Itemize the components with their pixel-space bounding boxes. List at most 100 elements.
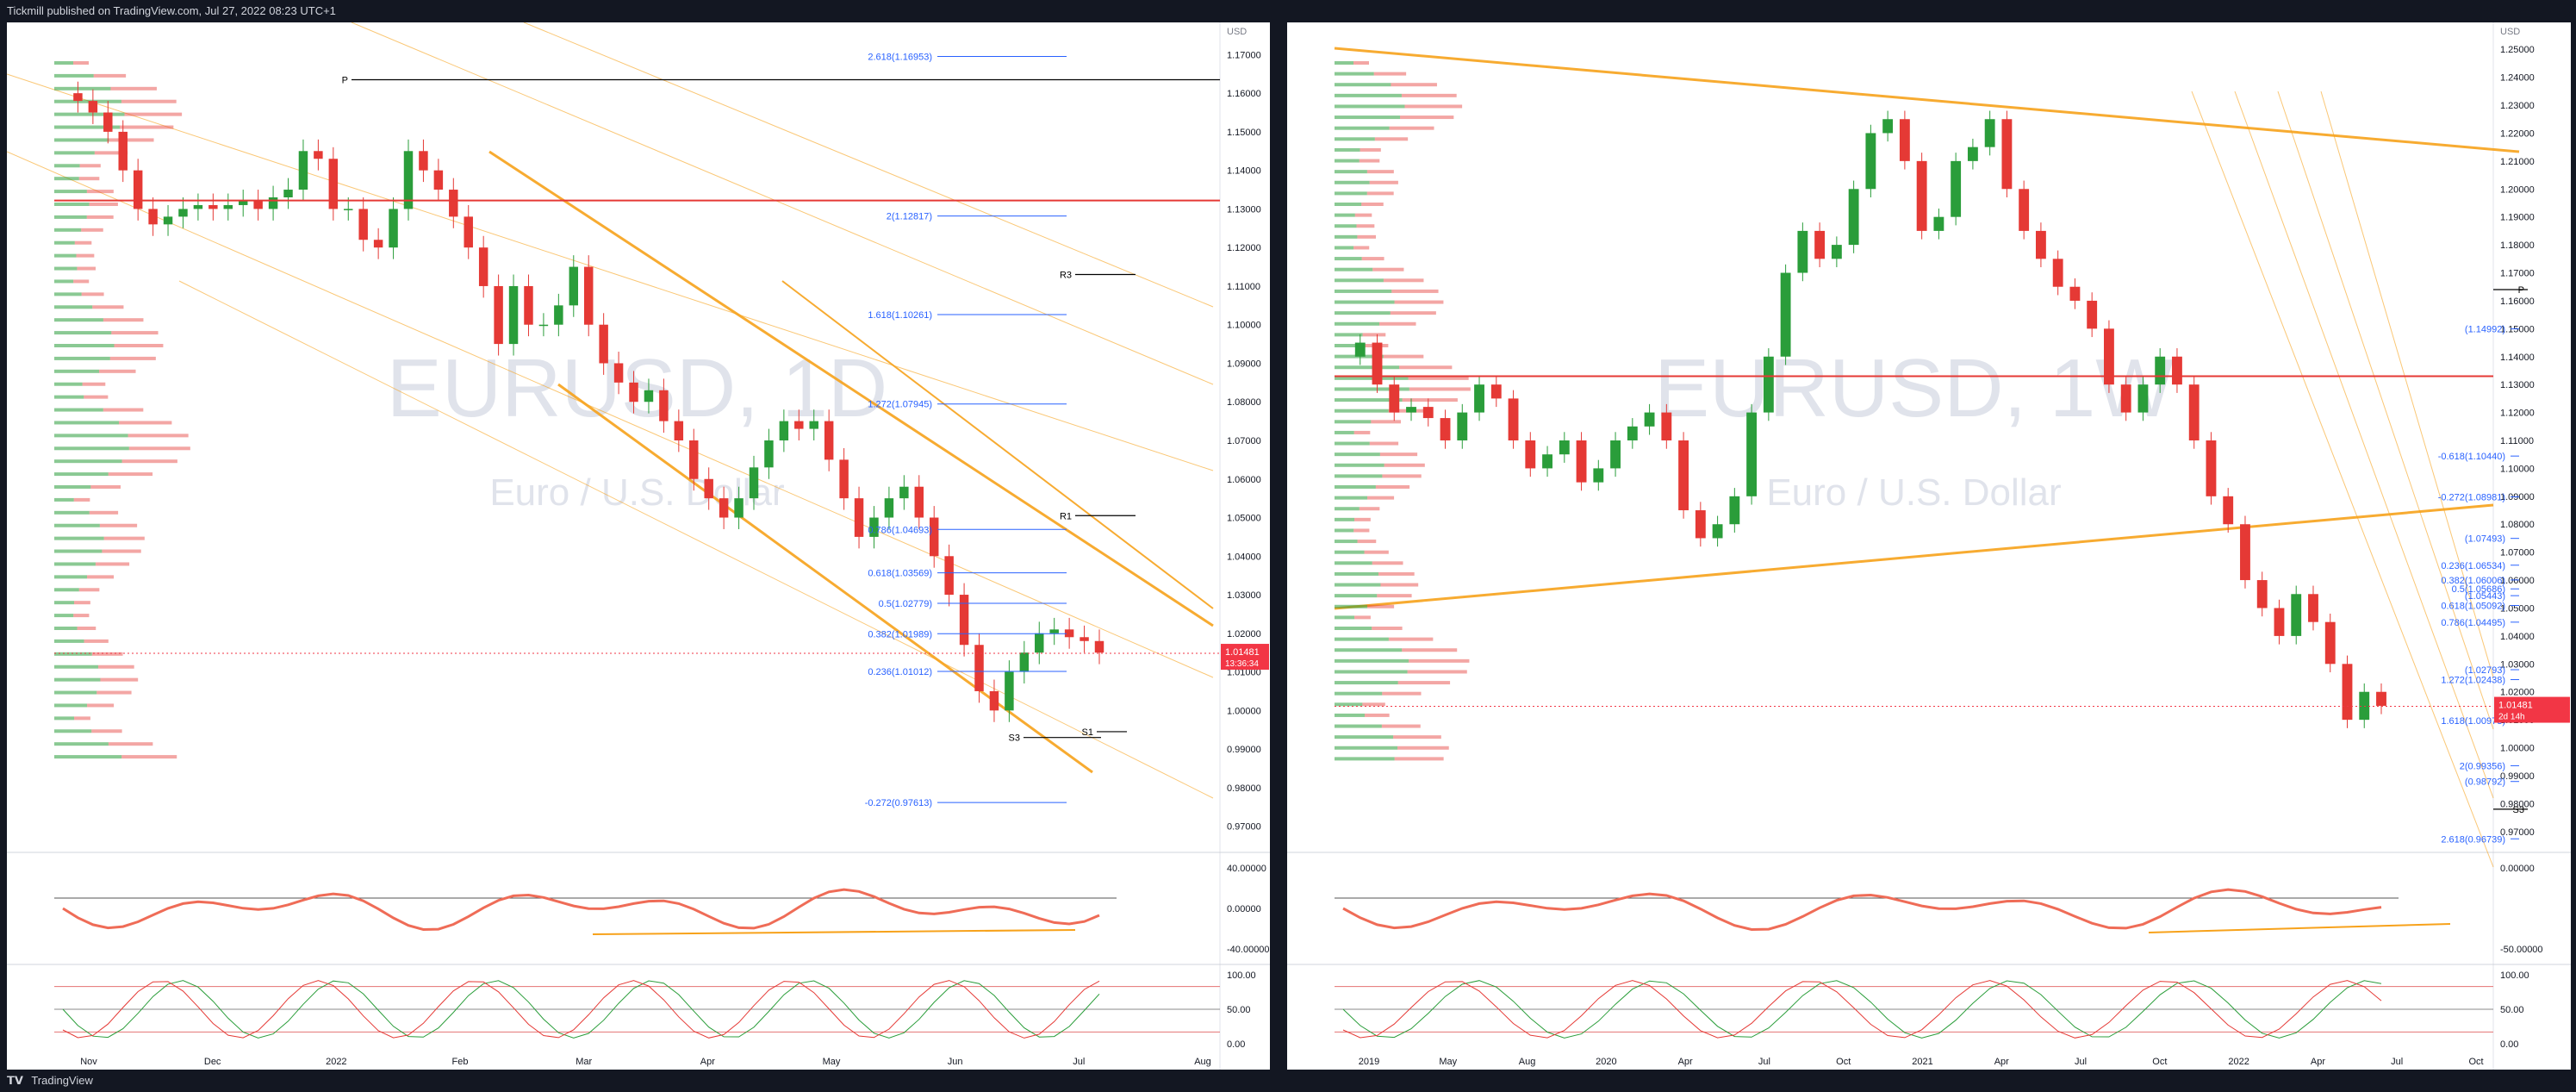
time-tick-label: Jul	[1758, 1057, 1770, 1067]
volume-profile-bar	[1384, 463, 1425, 467]
volume-profile-bar	[1372, 267, 1404, 271]
time-tick-label: Jun	[948, 1057, 963, 1067]
candle-body	[2155, 356, 2166, 385]
volume-profile-bar	[120, 125, 174, 129]
volume-profile-bar	[1356, 224, 1375, 228]
candle-body	[494, 285, 503, 345]
price-tick-label: 1.13000	[1227, 204, 1261, 215]
volume-profile-bar	[1365, 713, 1390, 717]
stoch-tick-label: 50.00	[1227, 1005, 1251, 1015]
candle-body	[2069, 286, 2081, 301]
candle-body	[704, 478, 713, 499]
volume-profile-bar	[1335, 321, 1379, 326]
trend-channel-line	[781, 280, 1214, 609]
volume-profile-bar	[1366, 191, 1394, 196]
candle-body	[839, 459, 849, 499]
candle-body	[1661, 412, 1672, 440]
volume-profile-bar	[121, 459, 177, 464]
volume-profile-bar	[1409, 658, 1470, 663]
fib-level-label: -0.272(1.08981)	[2438, 492, 2505, 502]
rsi-tick-label: -50.00000	[2500, 945, 2543, 955]
volume-profile-bar	[1335, 746, 1398, 750]
volume-profile-bar	[92, 305, 124, 309]
price-tick-label: 1.20000	[2500, 184, 2535, 195]
candle-body	[1035, 633, 1044, 653]
pivot-label: S1	[1082, 727, 1093, 738]
fib-level-label: 0.382(1.06006)	[2441, 576, 2505, 586]
volume-profile-bar	[1335, 441, 1370, 446]
time-tick-label: Oct	[2152, 1057, 2167, 1067]
volume-profile-bar	[54, 279, 74, 284]
volume-profile-bar	[1335, 681, 1398, 685]
candle-body	[809, 421, 818, 429]
current-price-value: 1.01481	[2498, 701, 2533, 711]
candle-body	[764, 440, 774, 468]
volume-profile-bar	[1353, 246, 1370, 250]
candle-body	[238, 201, 248, 205]
volume-profile-bar	[1335, 333, 1363, 337]
candle-body	[419, 151, 428, 171]
volume-profile-bar	[1391, 289, 1439, 293]
volume-profile-bar	[1335, 278, 1384, 283]
price-tick-label: 0.97000	[1227, 822, 1261, 833]
trend-channel-line	[178, 280, 1214, 799]
time-tick-label: Jul	[2075, 1057, 2087, 1067]
price-tick-label: 1.03000	[2500, 659, 2535, 670]
candle-body	[73, 93, 83, 102]
price-tick-label: 1.08000	[1227, 397, 1261, 408]
current-price-value: 1.01481	[1225, 647, 1260, 658]
volume-profile-bar	[1335, 648, 1403, 652]
price-tick-label: 1.04000	[1227, 552, 1261, 562]
rsi-line	[62, 888, 1100, 932]
candle-body	[914, 486, 924, 518]
candle-body	[1814, 230, 1826, 259]
volume-profile-bar	[103, 408, 144, 412]
volume-profile-bar	[1335, 561, 1372, 565]
volume-profile-bar	[1335, 528, 1354, 533]
price-tick-label: 1.04000	[2500, 632, 2535, 642]
stoch-tick-label: 0.00	[2500, 1039, 2518, 1050]
weekly-chart-svg[interactable]: EURUSD, 1W Euro / U.S. Dollar USD 1.25000 1.…	[1287, 22, 2571, 1070]
volume-profile-bar	[98, 369, 136, 373]
tradingview-logo-icon: 𝗧𝗩	[7, 1074, 23, 1087]
candle-body	[569, 266, 579, 306]
chart-panel-weekly[interactable]: EURUSD, 1W Euro / U.S. Dollar USD 1.25000 1.…	[1287, 22, 2571, 1070]
candle-body	[298, 151, 308, 190]
candle-body	[253, 201, 263, 209]
countdown-timer: 13:36:34	[1225, 659, 1259, 669]
candle-body	[2172, 356, 2182, 385]
chart-panel-daily[interactable]: EURUSD, 1D Euro / U.S. Dollar USD 1.17000 1.…	[6, 22, 1270, 1070]
volume-profile-bar	[1354, 213, 1372, 217]
candle-body	[2308, 594, 2318, 622]
price-tick-label: 1.16000	[1227, 89, 1261, 99]
volume-profile-bar	[54, 434, 128, 438]
price-tick-label: 1.13000	[2500, 380, 2535, 390]
candle-body	[1865, 133, 1876, 190]
candle-body	[524, 285, 533, 325]
rsi-tick-label: 0.00000	[1227, 904, 1261, 914]
fib-level-label: 1.618(1.10261)	[868, 310, 932, 321]
volume-profile-bar	[1377, 594, 1412, 598]
time-tick-label: 2022	[2228, 1057, 2249, 1067]
volume-profile-bar	[54, 240, 75, 245]
fib-level-label: (1.02793)	[2465, 665, 2505, 676]
volume-profile-bar	[100, 677, 139, 682]
candle-body	[629, 382, 638, 402]
candle-body	[1712, 524, 1723, 539]
volume-profile-bar	[1399, 365, 1453, 370]
volume-profile-bar	[54, 86, 111, 90]
price-tick-label: 1.06000	[2500, 576, 2535, 586]
rsi-tick-label: -40.00000	[1227, 945, 1270, 955]
time-tick-label: Jul	[2391, 1057, 2403, 1067]
candle-body	[1406, 407, 1416, 413]
publish-header: Tickmill published on TradingView.com, J…	[0, 0, 2576, 22]
candle-body	[989, 690, 999, 711]
stoch-tick-label: 50.00	[2500, 1005, 2524, 1015]
time-tick-label: Dec	[204, 1057, 221, 1067]
volume-profile-bar	[1409, 387, 1471, 391]
volume-profile-bar	[121, 99, 177, 103]
volume-profile-bar	[1407, 670, 1467, 674]
volume-profile-bar	[1369, 441, 1399, 446]
volume-profile-bar	[111, 331, 159, 335]
